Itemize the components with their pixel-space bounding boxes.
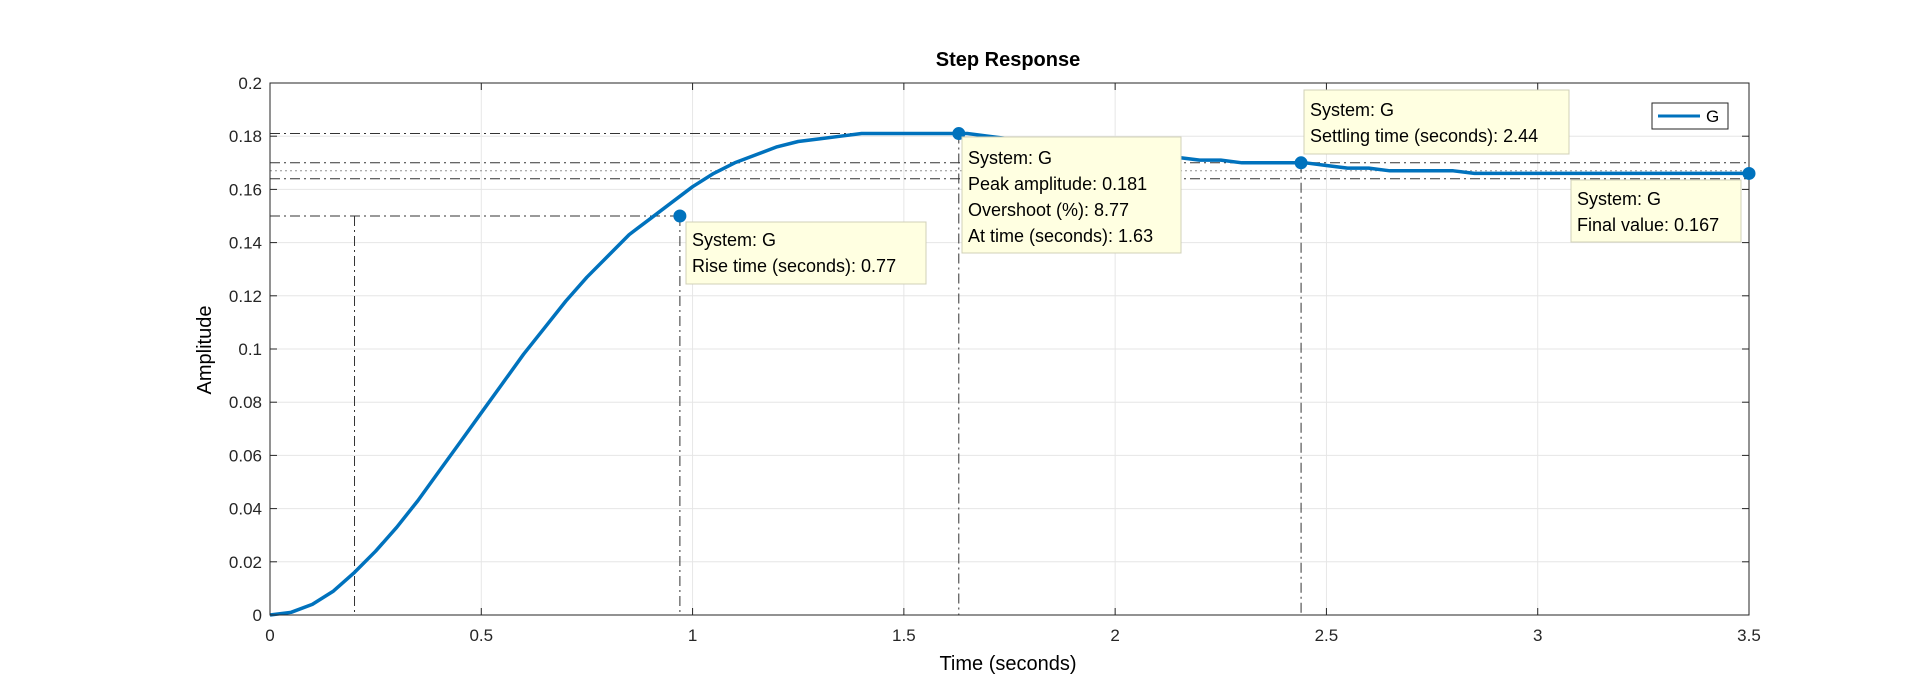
- y-tick-label: 0.2: [238, 74, 262, 93]
- characteristic-marker[interactable]: [673, 209, 687, 223]
- datatip-line: Overshoot (%): 8.77: [968, 200, 1129, 220]
- datatip-box: [961, 136, 1182, 254]
- y-tick-labels: 0 0.02 0.04 0.06 0.08 0.1 0.12 0.14 0.16 0.18 0.2: [229, 74, 262, 625]
- datatip-line: Rise time (seconds): 0.77: [692, 256, 896, 276]
- legend-entry: G: [1706, 107, 1719, 126]
- datatip-box: [685, 221, 927, 285]
- datatip-line: At time (seconds): 1.63: [968, 226, 1153, 246]
- x-tick-label: 0.5: [469, 626, 493, 645]
- datatip-line: Peak amplitude: 0.181: [968, 174, 1147, 194]
- x-tick-label: 3.5: [1737, 626, 1761, 645]
- tick-marks: [269, 82, 1750, 616]
- marker-layer: [673, 127, 1756, 223]
- y-tick-label: 0.12: [229, 287, 262, 306]
- x-tick-label: 0: [265, 626, 274, 645]
- y-tick-label: 0.1: [238, 340, 262, 359]
- datatip-box: [1303, 89, 1570, 155]
- x-tick-label: 2.5: [1315, 626, 1339, 645]
- datatip-line: Settling time (seconds): 2.44: [1310, 126, 1538, 146]
- x-tick-label: 3: [1533, 626, 1542, 645]
- characteristic-marker[interactable]: [1294, 156, 1308, 170]
- chart-title: Step Response: [936, 49, 1080, 71]
- reference-lines: [270, 133, 1749, 615]
- y-tick-label: 0: [253, 606, 262, 625]
- datatip-line: System: G: [692, 230, 776, 250]
- y-tick-label: 0.16: [229, 180, 262, 199]
- y-tick-label: 0.18: [229, 127, 262, 146]
- y-axis-label: Amplitude: [194, 306, 216, 395]
- legend[interactable]: G: [1651, 102, 1729, 130]
- x-axis-label: Time (seconds): [939, 653, 1076, 675]
- y-tick-label: 0.08: [229, 393, 262, 412]
- y-tick-label: 0.06: [229, 446, 262, 465]
- datatip-box: [1570, 179, 1742, 243]
- y-tick-label: 0.04: [229, 500, 262, 519]
- x-tick-label: 1.5: [892, 626, 916, 645]
- datatip-settling-time[interactable]: System: G Settling time (seconds): 2.44: [1303, 89, 1570, 155]
- datatip-rise-time[interactable]: System: G Rise time (seconds): 0.77: [685, 221, 927, 285]
- x-tick-label: 1: [688, 626, 697, 645]
- datatip-peak[interactable]: System: G Peak amplitude: 0.181 Overshoo…: [961, 136, 1182, 254]
- x-tick-label: 2: [1110, 626, 1119, 645]
- datatip-line: System: G: [968, 148, 1052, 168]
- datatip-final-value[interactable]: System: G Final value: 0.167: [1570, 179, 1742, 243]
- characteristic-marker[interactable]: [1742, 166, 1756, 180]
- y-tick-label: 0.14: [229, 234, 262, 253]
- datatip-line: System: G: [1577, 189, 1661, 209]
- datatip-line: Final value: 0.167: [1577, 215, 1719, 235]
- y-tick-label: 0.02: [229, 553, 262, 572]
- datatip-line: System: G: [1310, 100, 1394, 120]
- x-tick-labels: 0 0.5 1 1.5 2 2.5 3 3.5: [265, 626, 1761, 645]
